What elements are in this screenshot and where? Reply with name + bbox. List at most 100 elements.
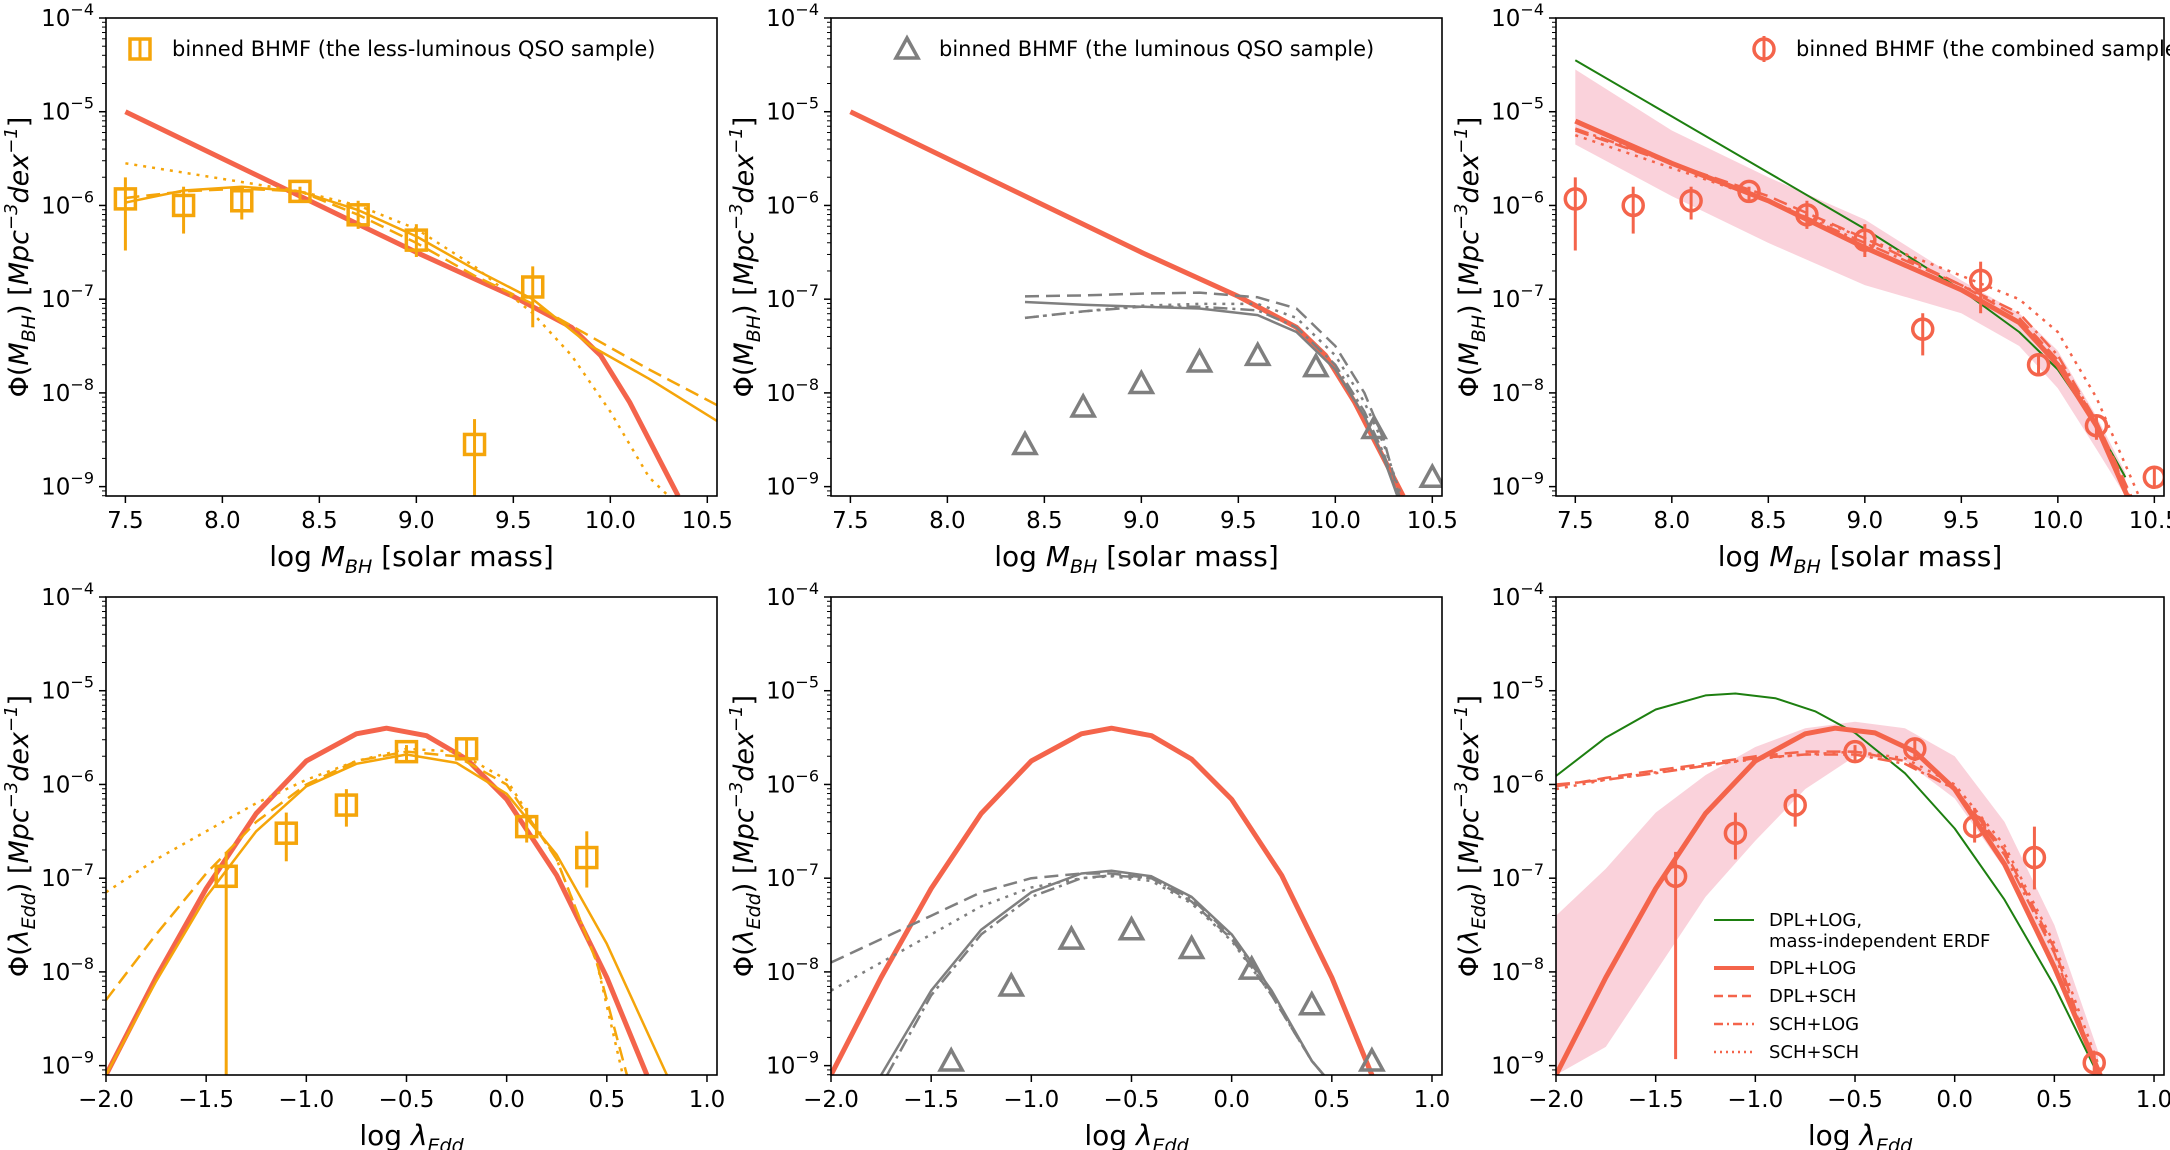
plot-area: [849, 109, 1442, 496]
plot-area: [1563, 59, 2164, 496]
y-tick-label: 10−7: [766, 860, 819, 892]
y-tick-label: 10−9: [41, 1048, 94, 1080]
data-point: [1069, 392, 1098, 418]
data-point: [1663, 864, 1688, 889]
series-line-sch-log: [1574, 127, 2131, 496]
series-line-dpl-sch: [1556, 750, 2100, 1075]
legend: binned BHMF (the combined sample): [1752, 36, 2170, 62]
x-tick-label: 9.5: [495, 508, 532, 534]
x-tick-label: −2.0: [1528, 1087, 1584, 1113]
data-point: [394, 739, 419, 764]
axes-frame: [105, 596, 718, 1076]
x-axis-label: log λEdd: [1808, 1119, 1913, 1150]
series-line-sch-sch: [125, 162, 670, 496]
data-point: [1843, 739, 1867, 764]
x-tick-label: 0.5: [2036, 1087, 2073, 1113]
y-tick-label: 10−6: [766, 187, 819, 219]
panel-p1: 7.5 8.0 8.5 9.0 9.5 10.0 10.5 10−9 10−8 10−7 10−6 1…: [1, 0, 733, 578]
series-line-sch-log: [880, 869, 1326, 1075]
x-tick-label: 8.0: [929, 508, 966, 534]
x-tick-label: −2.0: [78, 1087, 134, 1113]
x-tick-label: 8.5: [1750, 508, 1787, 534]
y-tick-label: 10−5: [41, 673, 94, 705]
y-axis-label: Φ(λEdd) [Mpc−3dex−1]: [1, 695, 40, 977]
y-tick-label: 10−6: [1491, 187, 1544, 219]
x-axis-label: log λEdd: [1084, 1119, 1189, 1150]
x-tick-label: −0.5: [1104, 1087, 1160, 1113]
data-point: [1723, 821, 1748, 845]
data-point: [514, 814, 539, 839]
y-tick-label: 10−4: [41, 579, 94, 611]
panel-p2: 7.5 8.0 8.5 9.0 9.5 10.0 10.5 10−9 10−8 10−7 10−6 1…: [726, 0, 1458, 578]
series-line-sch-sch: [1556, 750, 2104, 1075]
x-tick-label: −1.5: [903, 1087, 959, 1113]
data-point: [1011, 429, 1039, 456]
y-tick-label: 10−5: [1491, 94, 1544, 126]
data-point: [1185, 347, 1214, 373]
axes-frame: [830, 17, 1443, 497]
legend-label: binned BHMF (the combined sample): [1796, 37, 2170, 61]
data-point: [1783, 793, 1807, 817]
y-axis-label: Φ(MBH) [Mpc−3dex−1]: [1451, 117, 1490, 398]
x-tick-label: −2.0: [803, 1087, 859, 1113]
y-tick-label: 10−5: [766, 673, 819, 705]
y-tick-label: 10−6: [1491, 766, 1544, 798]
x-tick-label: 9.5: [1943, 508, 1980, 534]
data-point: [1621, 193, 1645, 218]
data-point: [214, 864, 238, 889]
y-tick-label: 10−9: [766, 469, 819, 501]
data-point: [2084, 413, 2109, 438]
series-line-dpl-log: [831, 725, 1375, 1075]
y-tick-label: 10−6: [41, 766, 94, 798]
data-point: [1679, 189, 1703, 213]
legend-label: SCH+LOG: [1769, 1014, 1859, 1035]
x-tick-label: 10.0: [585, 508, 636, 534]
x-tick-label: 10.0: [1310, 508, 1361, 534]
y-tick-label: 10−4: [1491, 579, 1544, 611]
x-tick-label: −1.5: [1628, 1087, 1684, 1113]
data-point: [346, 203, 370, 227]
x-tick-label: −1.5: [178, 1087, 234, 1113]
x-tick-label: 10.5: [2129, 508, 2170, 534]
series-line-sch-sch: [1024, 302, 1403, 496]
legend-marker: [128, 37, 152, 61]
x-tick-label: 7.5: [832, 508, 869, 534]
y-tick-label: 10−4: [766, 0, 819, 32]
data-point: [1853, 228, 1877, 252]
data-point: [1737, 179, 1761, 204]
data-point: [171, 193, 196, 218]
axes-frame: [105, 17, 718, 497]
y-tick-label: 10−6: [41, 187, 94, 219]
legend-label: DPL+LOG,: [1769, 910, 1862, 931]
series-line-sch-sch: [1574, 134, 2141, 496]
data-point: [1360, 413, 1389, 440]
series-line-sch-log: [106, 753, 669, 1075]
y-axis-label: Φ(λEdd) [Mpc−3dex−1]: [726, 695, 765, 977]
data-point: [1418, 462, 1442, 489]
data-point: [575, 845, 599, 870]
data-point: [1968, 268, 1993, 293]
x-tick-label: −0.5: [379, 1087, 435, 1113]
y-axis-label: Φ(MBH) [Mpc−3dex−1]: [1, 117, 40, 398]
x-tick-label: 0.5: [1314, 1087, 1351, 1113]
y-tick-label: 10−6: [766, 766, 819, 798]
data-point: [1297, 990, 1326, 1016]
data-point: [937, 1046, 966, 1072]
x-axis-label: log MBH [solar mass]: [994, 540, 1279, 578]
panel-p6: −2.0 −1.5 −1.0 −0.5 0.0 0.5 1.0 10−9 10−8 10−7 10−…: [1451, 579, 2170, 1150]
y-tick-label: 10−5: [41, 94, 94, 126]
y-tick-label: 10−7: [766, 281, 819, 313]
x-tick-label: 8.0: [204, 508, 241, 534]
y-tick-label: 10−4: [766, 579, 819, 611]
data-point: [113, 187, 138, 211]
series-line-sch-sch: [831, 875, 1326, 1075]
data-point: [1237, 954, 1266, 980]
y-tick-label: 10−7: [1491, 860, 1544, 892]
data-point: [462, 432, 487, 457]
y-tick-label: 10−7: [41, 281, 94, 313]
legend: DPL+LOG,mass-independent ERDF DPL+LOG DPL+…: [1714, 910, 1990, 1063]
data-point: [2026, 353, 2051, 377]
x-tick-label: 1.0: [689, 1087, 726, 1113]
y-tick-label: 10−8: [766, 954, 819, 986]
y-tick-label: 10−9: [1491, 469, 1544, 501]
